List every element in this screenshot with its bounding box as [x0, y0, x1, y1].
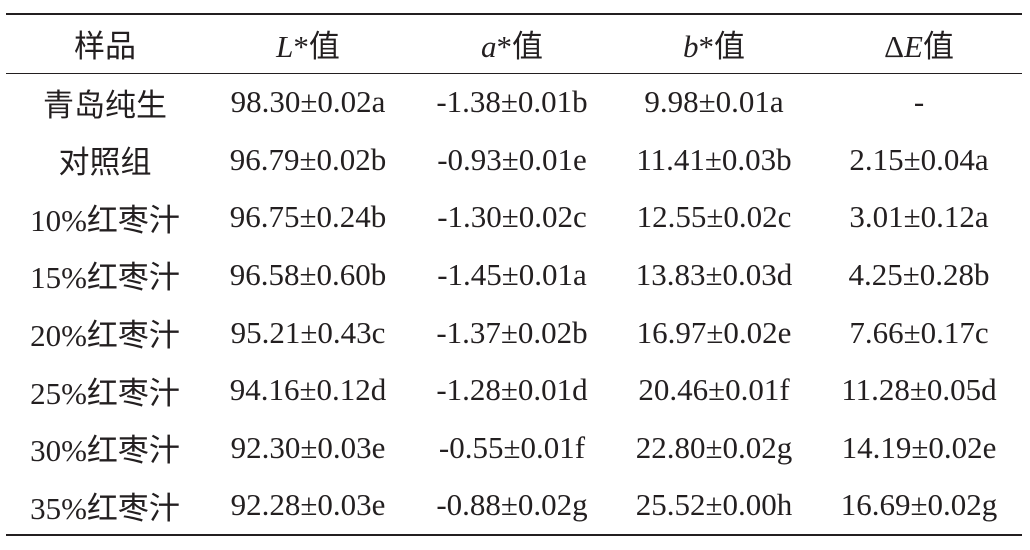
sample-cell: 30%红枣汁	[30, 433, 180, 469]
value-cell: 96.58±0.60b	[229, 256, 387, 292]
value-cell: 92.30±0.03e	[230, 429, 386, 465]
value-cell: 22.80±0.02g	[635, 429, 793, 465]
table-row: 对照组 96.79±0.02b -0.93±0.01e 11.41±0.03b 2.15…	[6, 131, 1022, 189]
sample-cell: 对照组	[58, 145, 152, 181]
value-cell: 96.75±0.24b	[229, 199, 387, 235]
header-cell: b*值	[683, 29, 745, 65]
value-cell: 12.55±0.02c	[636, 199, 792, 235]
value-cell: 7.66±0.17c	[849, 314, 989, 350]
value-cell: -0.88±0.02g	[436, 487, 588, 523]
sample-cell: 10%红枣汁	[30, 202, 180, 238]
value-cell: -0.93±0.01e	[437, 141, 587, 177]
value-cell: 4.25±0.28b	[848, 256, 990, 292]
value-cell: -1.37±0.02b	[436, 314, 588, 350]
table-row: 25%红枣汁 94.16±0.12d -1.28±0.01d 20.46±0.01f 1…	[6, 361, 1022, 419]
sample-cell: 35%红枣汁	[30, 490, 180, 526]
value-cell: -1.45±0.01a	[437, 256, 587, 292]
header-cell: L*值	[276, 29, 340, 65]
value-cell: 11.41±0.03b	[636, 141, 792, 177]
value-cell: -1.38±0.01b	[436, 84, 588, 120]
table-row: 35%红枣汁 92.28±0.03e -0.88±0.02g 25.52±0.00h 1…	[6, 477, 1022, 535]
value-cell: 25.52±0.00h	[635, 487, 793, 523]
value-cell: 9.98±0.01a	[644, 84, 784, 120]
table-header: 样品 L*值 a*值 b*值 ΔE值	[6, 14, 1022, 73]
sample-cell: 15%红枣汁	[30, 260, 180, 296]
sample-cell: 青岛纯生	[43, 87, 167, 123]
header-cell: 样品	[74, 29, 136, 65]
value-cell: 11.28±0.05d	[841, 372, 997, 408]
table-row: 10%红枣汁 96.75±0.24b -1.30±0.02c 12.55±0.02c 3…	[6, 188, 1022, 246]
value-cell: 3.01±0.12a	[849, 199, 989, 235]
value-cell: 98.30±0.02a	[230, 84, 386, 120]
header-row: 样品 L*值 a*值 b*值 ΔE值	[6, 14, 1022, 73]
value-cell: 94.16±0.12d	[229, 372, 387, 408]
value-cell: 92.28±0.03e	[230, 487, 386, 523]
value-cell: -0.55±0.01f	[438, 429, 586, 465]
table-body: 青岛纯生 98.30±0.02a -1.38±0.01b 9.98±0.01a - 对照组…	[6, 73, 1022, 535]
value-cell: -1.30±0.02c	[437, 199, 587, 235]
sample-cell: 20%红枣汁	[30, 318, 180, 354]
value-cell: 96.79±0.02b	[229, 141, 387, 177]
table-row: 30%红枣汁 92.30±0.03e -0.55±0.01f 22.80±0.02g 1…	[6, 419, 1022, 477]
table-row: 青岛纯生 98.30±0.02a -1.38±0.01b 9.98±0.01a -	[6, 73, 1022, 131]
value-cell: 20.46±0.01f	[638, 372, 790, 408]
value-cell: -	[913, 84, 925, 120]
table-row: 15%红枣汁 96.58±0.60b -1.45±0.01a 13.83±0.03d 4…	[6, 246, 1022, 304]
value-cell: 16.97±0.02e	[636, 314, 792, 350]
table-row: 20%红枣汁 95.21±0.43c -1.37±0.02b 16.97±0.02e 7…	[6, 304, 1022, 362]
value-cell: 2.15±0.04a	[849, 141, 989, 177]
header-cell: ΔE值	[884, 29, 954, 65]
value-cell: 14.19±0.02e	[841, 429, 997, 465]
sample-cell: 25%红枣汁	[30, 375, 180, 411]
header-cell: a*值	[481, 29, 543, 65]
value-cell: -1.28±0.01d	[436, 372, 588, 408]
value-cell: 95.21±0.43c	[230, 314, 386, 350]
value-cell: 13.83±0.03d	[635, 256, 793, 292]
value-cell: 16.69±0.02g	[840, 487, 998, 523]
data-table: 样品 L*值 a*值 b*值 ΔE值 青岛纯生 98.30±0.02a -1.38±0.01…	[6, 13, 1022, 536]
